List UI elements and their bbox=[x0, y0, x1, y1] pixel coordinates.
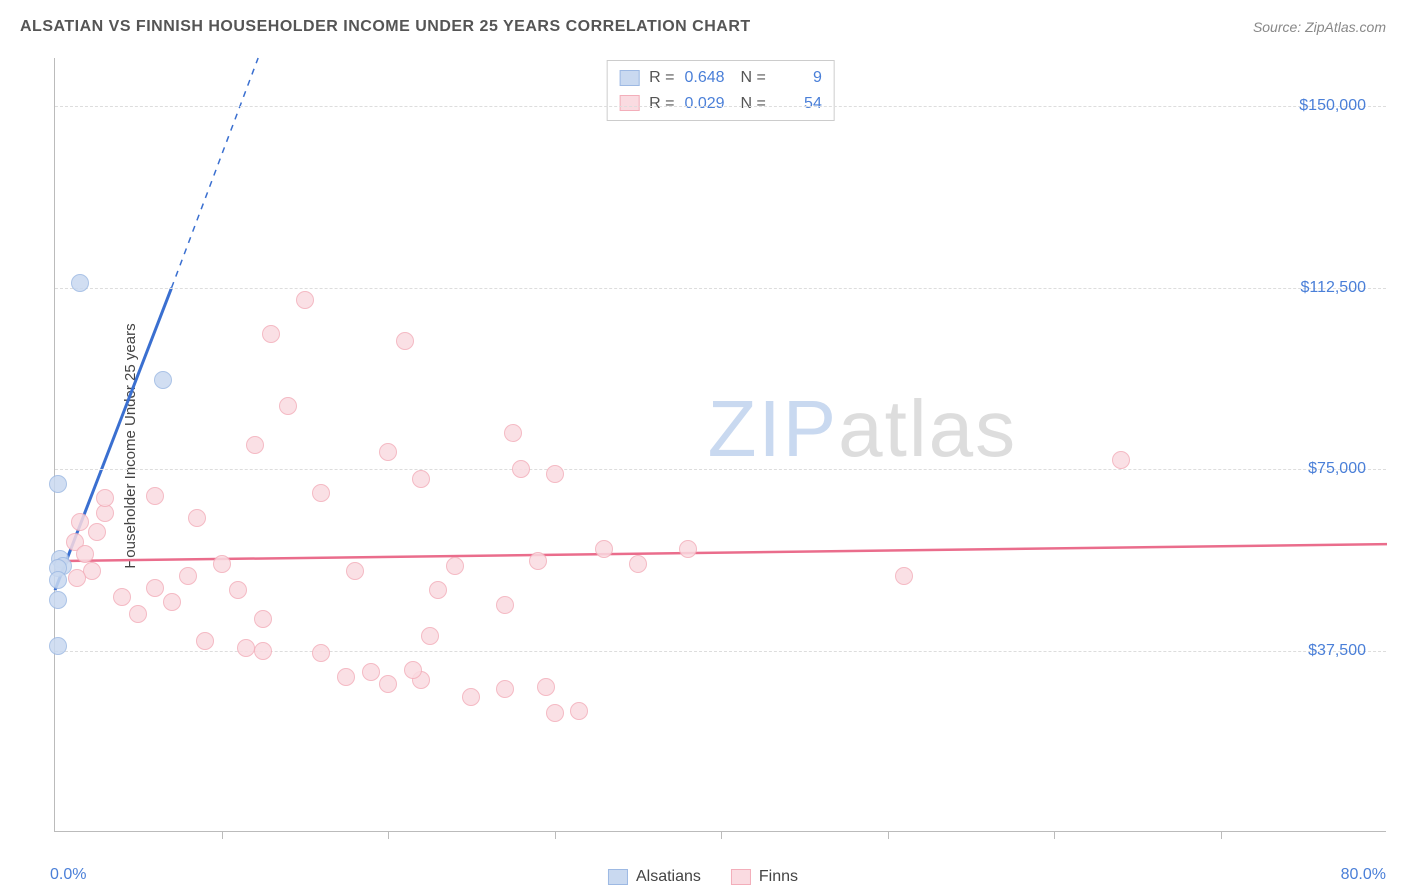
data-point bbox=[404, 661, 422, 679]
series-legend: Alsatians Finns bbox=[608, 868, 798, 886]
data-point bbox=[496, 596, 514, 614]
y-tick-label: $75,000 bbox=[1308, 460, 1366, 478]
y-tick-label: $112,500 bbox=[1300, 279, 1366, 297]
data-point bbox=[96, 489, 114, 507]
data-point bbox=[379, 443, 397, 461]
data-point bbox=[49, 591, 67, 609]
data-point bbox=[421, 627, 439, 645]
data-point bbox=[529, 552, 547, 570]
data-point bbox=[188, 509, 206, 527]
legend-label-finns: Finns bbox=[759, 868, 798, 886]
data-point bbox=[71, 513, 89, 531]
data-point bbox=[312, 644, 330, 662]
n-label: N = bbox=[741, 65, 766, 91]
swatch-alsatians bbox=[619, 70, 639, 86]
legend-row-alsatians: R = 0.648 N = 9 bbox=[619, 65, 822, 91]
data-point bbox=[396, 332, 414, 350]
data-point bbox=[895, 567, 913, 585]
x-tick bbox=[1054, 831, 1055, 839]
data-point bbox=[296, 291, 314, 309]
data-point bbox=[49, 571, 67, 589]
plot-area: R = 0.648 N = 9 R = 0.029 N = 54 ZIPatla… bbox=[54, 58, 1386, 832]
data-point bbox=[1112, 451, 1130, 469]
trend-line bbox=[55, 544, 1387, 561]
data-point bbox=[71, 274, 89, 292]
x-tick bbox=[721, 831, 722, 839]
data-point bbox=[429, 581, 447, 599]
swatch-alsatians bbox=[608, 869, 628, 885]
x-tick bbox=[388, 831, 389, 839]
data-point bbox=[237, 639, 255, 657]
gridline bbox=[55, 288, 1386, 289]
r-label: R = bbox=[649, 91, 674, 117]
data-point bbox=[229, 581, 247, 599]
data-point bbox=[88, 523, 106, 541]
data-point bbox=[346, 562, 364, 580]
n-value-alsatians: 9 bbox=[776, 65, 822, 91]
data-point bbox=[262, 325, 280, 343]
legend-item-finns: Finns bbox=[731, 868, 798, 886]
data-point bbox=[570, 702, 588, 720]
data-point bbox=[629, 555, 647, 573]
data-point bbox=[537, 678, 555, 696]
r-value-finns: 0.029 bbox=[685, 91, 731, 117]
data-point bbox=[496, 680, 514, 698]
data-point bbox=[279, 397, 297, 415]
n-label: N = bbox=[741, 91, 766, 117]
data-point bbox=[76, 545, 94, 563]
data-point bbox=[504, 424, 522, 442]
data-point bbox=[179, 567, 197, 585]
x-tick bbox=[1221, 831, 1222, 839]
data-point bbox=[49, 637, 67, 655]
legend-item-alsatians: Alsatians bbox=[608, 868, 701, 886]
y-tick-label: $37,500 bbox=[1308, 642, 1366, 660]
data-point bbox=[129, 605, 147, 623]
data-point bbox=[254, 642, 272, 660]
data-point bbox=[146, 487, 164, 505]
x-axis-min-label: 0.0% bbox=[50, 866, 86, 884]
chart-title: ALSATIAN VS FINNISH HOUSEHOLDER INCOME U… bbox=[20, 18, 751, 36]
data-point bbox=[163, 593, 181, 611]
x-tick bbox=[888, 831, 889, 839]
data-point bbox=[512, 460, 530, 478]
data-point bbox=[68, 569, 86, 587]
r-label: R = bbox=[649, 65, 674, 91]
source-label: Source: ZipAtlas.com bbox=[1253, 19, 1386, 35]
data-point bbox=[362, 663, 380, 681]
r-value-alsatians: 0.648 bbox=[685, 65, 731, 91]
y-tick-label: $150,000 bbox=[1299, 97, 1366, 115]
header: ALSATIAN VS FINNISH HOUSEHOLDER INCOME U… bbox=[20, 18, 1386, 36]
data-point bbox=[49, 475, 67, 493]
data-point bbox=[595, 540, 613, 558]
swatch-finns bbox=[731, 869, 751, 885]
legend-row-finns: R = 0.029 N = 54 bbox=[619, 91, 822, 117]
x-axis-max-label: 80.0% bbox=[1341, 866, 1386, 884]
data-point bbox=[446, 557, 464, 575]
data-point bbox=[337, 668, 355, 686]
data-point bbox=[196, 632, 214, 650]
data-point bbox=[246, 436, 264, 454]
data-point bbox=[462, 688, 480, 706]
data-point bbox=[213, 555, 231, 573]
data-point bbox=[379, 675, 397, 693]
legend-label-alsatians: Alsatians bbox=[636, 868, 701, 886]
data-point bbox=[113, 588, 131, 606]
trend-line-extrapolated bbox=[172, 58, 259, 288]
gridline bbox=[55, 469, 1386, 470]
swatch-finns bbox=[619, 95, 639, 111]
data-point bbox=[546, 704, 564, 722]
gridline bbox=[55, 106, 1386, 107]
data-point bbox=[146, 579, 164, 597]
correlation-legend: R = 0.648 N = 9 R = 0.029 N = 54 bbox=[606, 60, 835, 121]
x-tick bbox=[222, 831, 223, 839]
n-value-finns: 54 bbox=[776, 91, 822, 117]
data-point bbox=[312, 484, 330, 502]
x-tick bbox=[555, 831, 556, 839]
data-point bbox=[254, 610, 272, 628]
data-point bbox=[546, 465, 564, 483]
data-point bbox=[154, 371, 172, 389]
data-point bbox=[679, 540, 697, 558]
data-point bbox=[412, 470, 430, 488]
